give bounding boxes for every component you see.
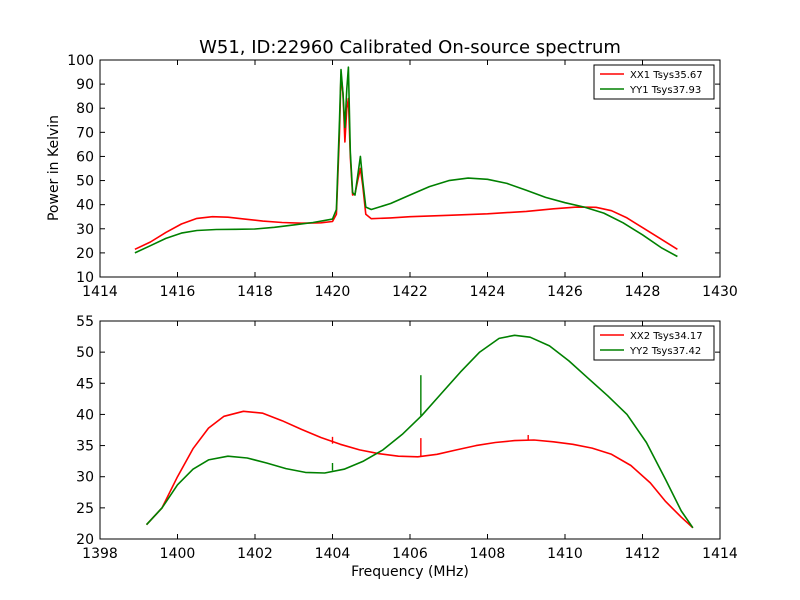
series-layer: [145, 334, 694, 529]
top-chart: W51, ID:22960 Calibrated On-source spect…: [46, 37, 738, 300]
y-tick-label: 30: [76, 222, 94, 238]
x-tick-label: 1428: [625, 284, 661, 300]
x-tick-label: 1404: [315, 546, 351, 562]
y-tick-label: 100: [67, 53, 94, 69]
x-axis-label: Frequency (MHz): [351, 564, 469, 580]
y-tick-label: 50: [76, 174, 94, 190]
plot-frame: [99, 320, 721, 540]
bottom-chart: Frequency (MHz) 1398 1400 1402 1404 1406 1408…: [76, 314, 738, 580]
y-tick-label: 25: [76, 501, 94, 517]
y-tick-label: 10: [76, 270, 94, 286]
legend-box: [593, 64, 715, 100]
legend: XX1 Tsys35.67 YY1 Tsys37.93: [593, 64, 715, 100]
y-axis-label: Power in Kelvin: [46, 115, 62, 221]
axis-layer: 1414 1416 1418 1420 1422 1424 1426 1428 1430 10 20…: [67, 53, 738, 300]
series-line-1: [145, 410, 694, 529]
legend-label-1: XX1 Tsys35.67: [630, 70, 703, 81]
legend-label-1: XX2 Tsys34.17: [630, 331, 703, 342]
plot-frame: [99, 59, 721, 278]
x-tick-label: 1400: [160, 546, 196, 562]
x-tick-label: 1420: [315, 284, 351, 300]
x-tick-label: 1408: [470, 546, 506, 562]
y-tick-label: 30: [76, 470, 94, 486]
x-tick-label: 1406: [392, 546, 428, 562]
x-tick-label: 1414: [82, 284, 118, 300]
y-tick-label: 50: [76, 345, 94, 361]
axis-layer: 1398 1400 1402 1404 1406 1408 1410 1412 1414 20 25…: [76, 314, 738, 562]
series-line-2: [145, 334, 694, 529]
x-tick-label: 1418: [237, 284, 273, 300]
chart-title: W51, ID:22960 Calibrated On-source spect…: [199, 37, 621, 58]
x-tick-label: 1402: [237, 546, 273, 562]
y-tick-label: 20: [76, 246, 94, 262]
x-tick-label: 1422: [392, 284, 428, 300]
x-tick-label: 1426: [547, 284, 583, 300]
x-tick-label: 1410: [547, 546, 583, 562]
y-tick-label: 20: [76, 532, 94, 548]
legend: XX2 Tsys34.17 YY2 Tsys37.42: [593, 325, 715, 361]
legend-box: [593, 325, 715, 361]
x-tick-label: 1398: [82, 546, 118, 562]
y-tick-label: 55: [76, 314, 94, 330]
x-tick-label: 1412: [625, 546, 661, 562]
series-line-1: [134, 73, 678, 251]
x-tick-label: 1430: [702, 284, 738, 300]
x-tick-label: 1414: [702, 546, 738, 562]
y-tick-label: 90: [76, 77, 94, 93]
y-tick-label: 40: [76, 407, 94, 423]
y-tick-label: 60: [76, 149, 94, 165]
legend-label-2: YY1 Tsys37.93: [629, 85, 701, 96]
y-tick-label: 35: [76, 439, 94, 455]
legend-label-2: YY2 Tsys37.42: [629, 346, 701, 357]
series-line-2: [134, 66, 678, 258]
y-tick-label: 80: [76, 101, 94, 117]
series-layer: [134, 66, 678, 258]
x-tick-label: 1416: [160, 284, 196, 300]
y-tick-label: 45: [76, 376, 94, 392]
y-tick-label: 70: [76, 125, 94, 141]
y-tick-label: 40: [76, 198, 94, 214]
x-tick-label: 1424: [470, 284, 506, 300]
